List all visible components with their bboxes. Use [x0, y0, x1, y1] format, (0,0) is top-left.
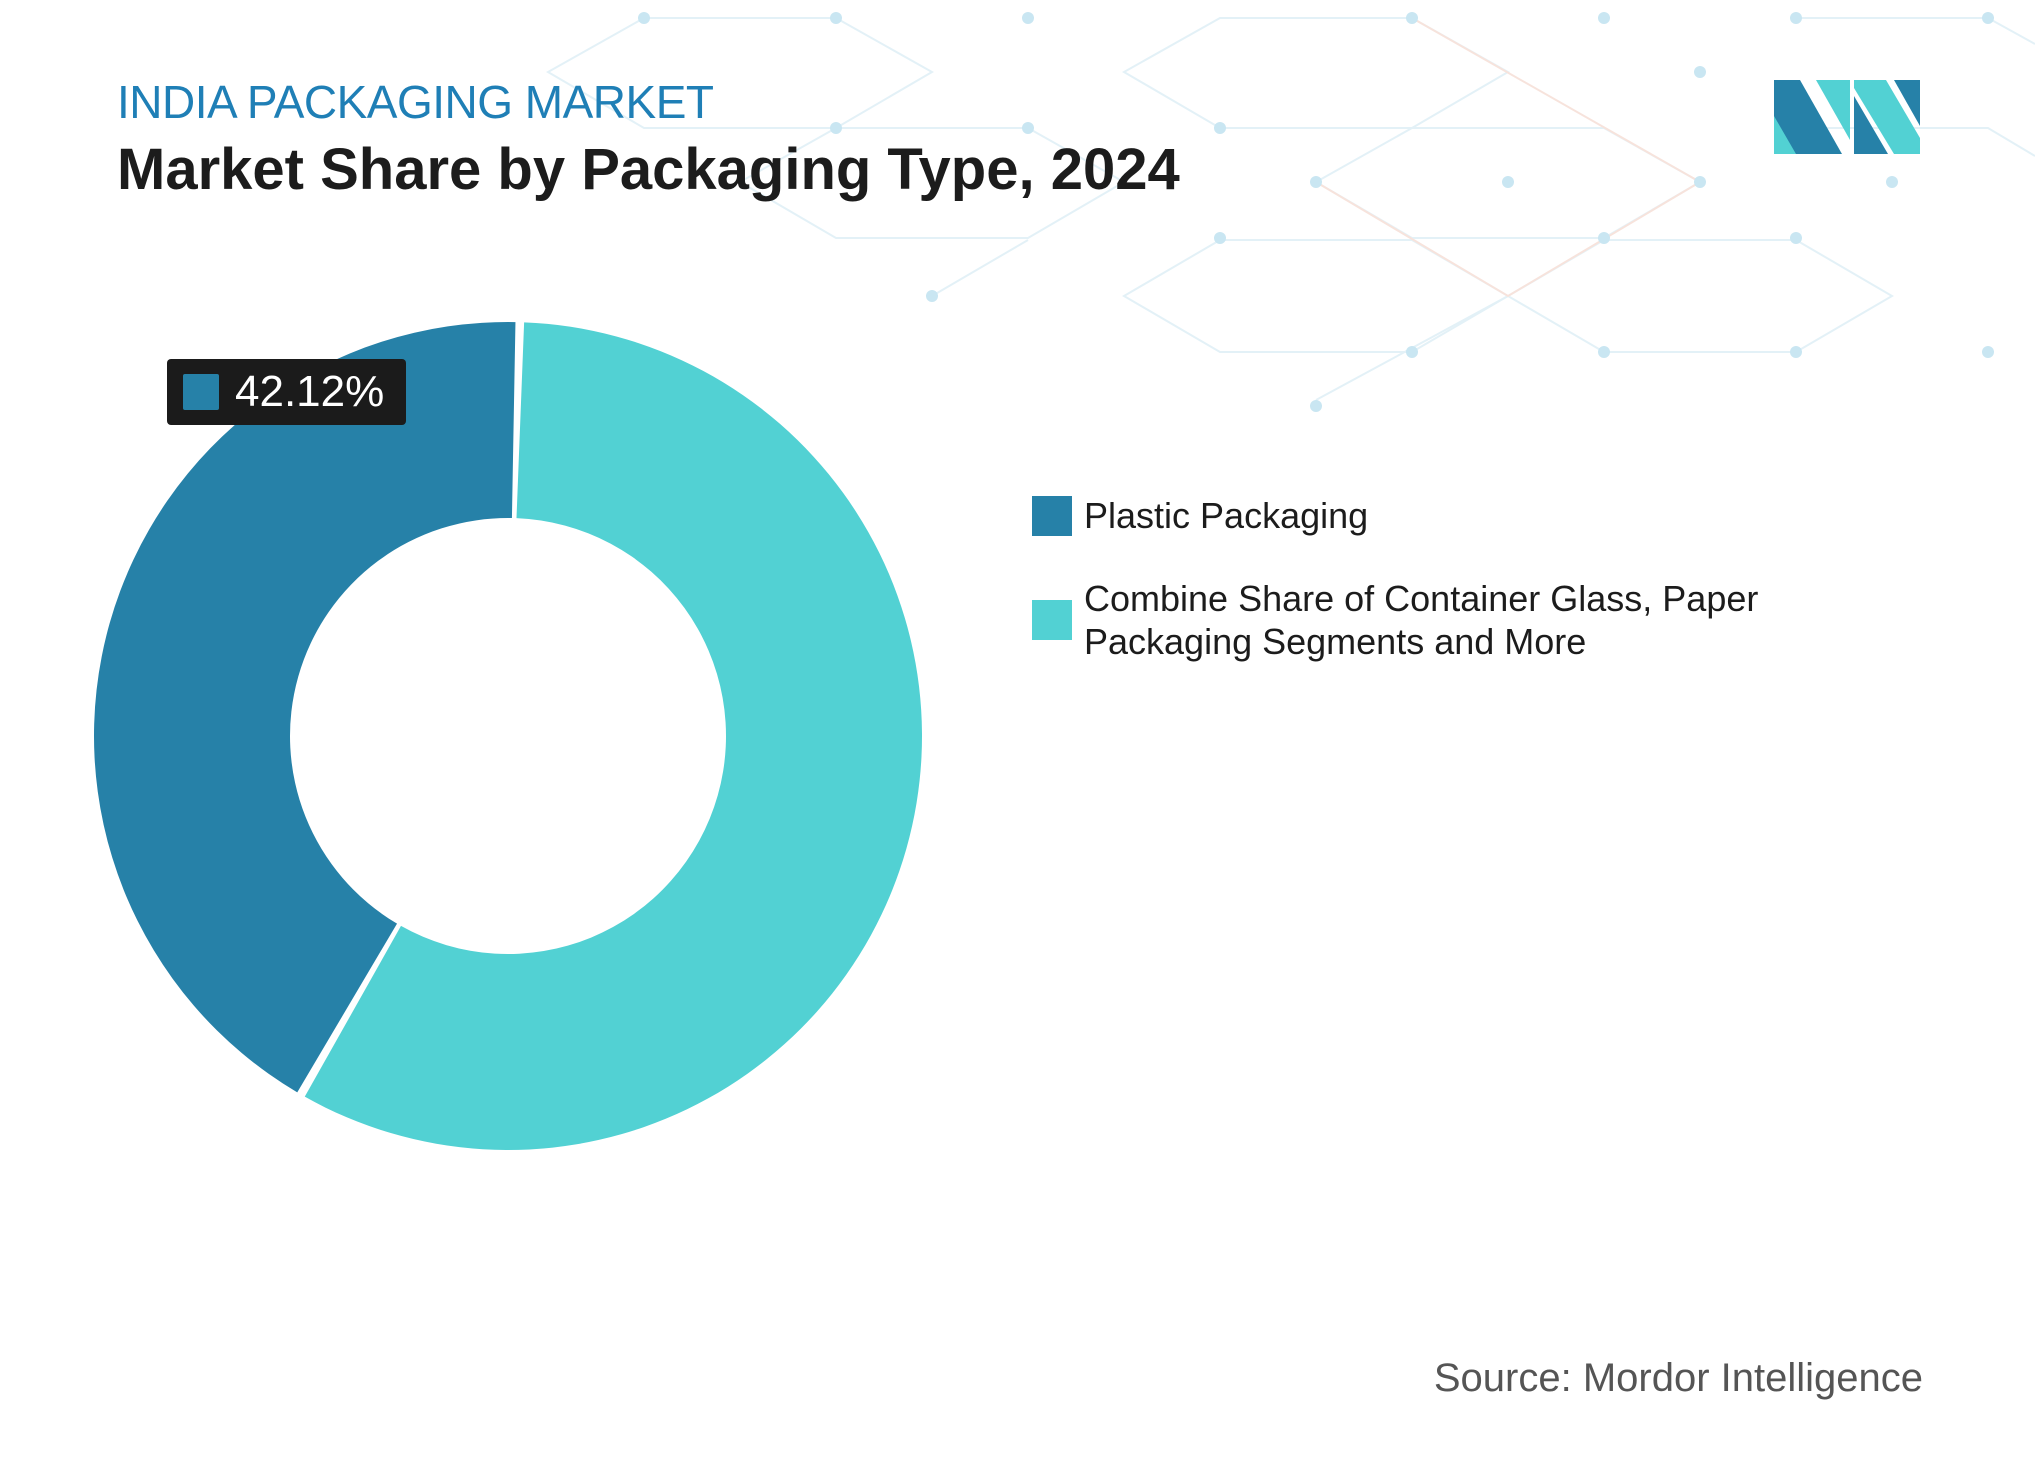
- legend-item-plastic-packaging: Plastic Packaging: [1032, 494, 1792, 537]
- data-label-swatch: [183, 374, 219, 410]
- legend-item-other-segments: Combine Share of Container Glass, Paper …: [1032, 577, 1792, 663]
- chart-header: INDIA PACKAGING MARKET Market Share by P…: [117, 70, 1180, 206]
- data-label-plastic-packaging: 42.12%: [167, 359, 407, 425]
- data-label-value: 42.12%: [235, 367, 385, 416]
- source-note: Source: Mordor Intelligence: [1433, 1356, 1923, 1400]
- chart-legend: Plastic Packaging Combine Share of Conta…: [1032, 494, 1792, 703]
- legend-label: Plastic Packaging: [1084, 495, 1369, 536]
- donut-slice-other-segments: [304, 322, 922, 1150]
- mordor-intelligence-logo: [1774, 80, 1920, 154]
- chart-title: Market Share by Packaging Type, 2024: [117, 137, 1180, 202]
- donut-slice-plastic-packaging: [93, 322, 516, 1093]
- legend-label: Combine Share of Container Glass, Paper …: [1084, 578, 1759, 662]
- market-name: INDIA PACKAGING MARKET: [117, 76, 714, 128]
- legend-swatch: [1032, 600, 1072, 640]
- legend-swatch: [1032, 495, 1072, 536]
